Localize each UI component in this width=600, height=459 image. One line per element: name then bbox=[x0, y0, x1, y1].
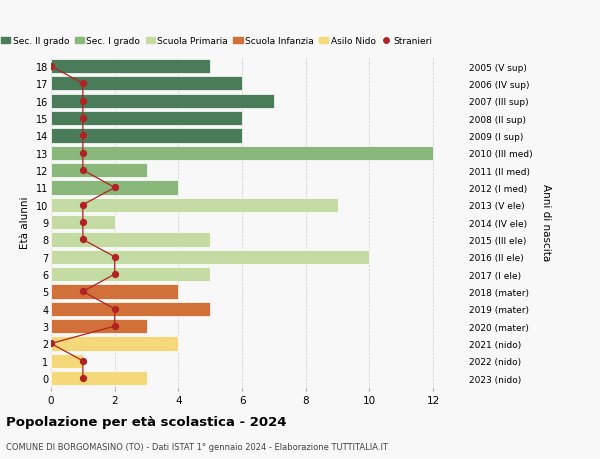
Bar bbox=[51, 163, 146, 178]
Bar bbox=[51, 216, 115, 230]
Point bbox=[78, 202, 88, 209]
Point bbox=[78, 115, 88, 123]
Point bbox=[46, 63, 56, 71]
Point bbox=[78, 80, 88, 88]
Bar bbox=[51, 95, 274, 109]
Bar bbox=[51, 302, 210, 316]
Point bbox=[110, 271, 119, 278]
Bar bbox=[51, 146, 433, 161]
Point bbox=[78, 375, 88, 382]
Point bbox=[78, 358, 88, 365]
Point bbox=[78, 219, 88, 226]
Point bbox=[78, 133, 88, 140]
Bar bbox=[51, 250, 370, 264]
Bar bbox=[51, 336, 178, 351]
Legend: Sec. II grado, Sec. I grado, Scuola Primaria, Scuola Infanzia, Asilo Nido, Stran: Sec. II grado, Sec. I grado, Scuola Prim… bbox=[0, 34, 436, 50]
Y-axis label: Anni di nascita: Anni di nascita bbox=[541, 184, 551, 261]
Point bbox=[78, 288, 88, 296]
Point bbox=[78, 167, 88, 174]
Point bbox=[110, 323, 119, 330]
Point bbox=[110, 185, 119, 192]
Bar bbox=[51, 319, 146, 334]
Bar bbox=[51, 233, 210, 247]
Bar bbox=[51, 112, 242, 126]
Text: Popolazione per età scolastica - 2024: Popolazione per età scolastica - 2024 bbox=[6, 415, 287, 428]
Bar bbox=[51, 129, 242, 143]
Bar bbox=[51, 77, 242, 91]
Point bbox=[78, 236, 88, 244]
Bar bbox=[51, 285, 178, 299]
Bar bbox=[51, 354, 83, 368]
Bar bbox=[51, 198, 338, 213]
Point bbox=[110, 305, 119, 313]
Bar bbox=[51, 60, 210, 74]
Bar bbox=[51, 181, 178, 195]
Bar bbox=[51, 371, 146, 386]
Text: COMUNE DI BORGOMASINO (TO) - Dati ISTAT 1° gennaio 2024 - Elaborazione TUTTITALI: COMUNE DI BORGOMASINO (TO) - Dati ISTAT … bbox=[6, 442, 388, 451]
Point bbox=[110, 253, 119, 261]
Point bbox=[78, 98, 88, 105]
Point bbox=[46, 340, 56, 347]
Y-axis label: Età alunni: Età alunni bbox=[20, 196, 30, 249]
Point bbox=[78, 150, 88, 157]
Bar bbox=[51, 268, 210, 282]
